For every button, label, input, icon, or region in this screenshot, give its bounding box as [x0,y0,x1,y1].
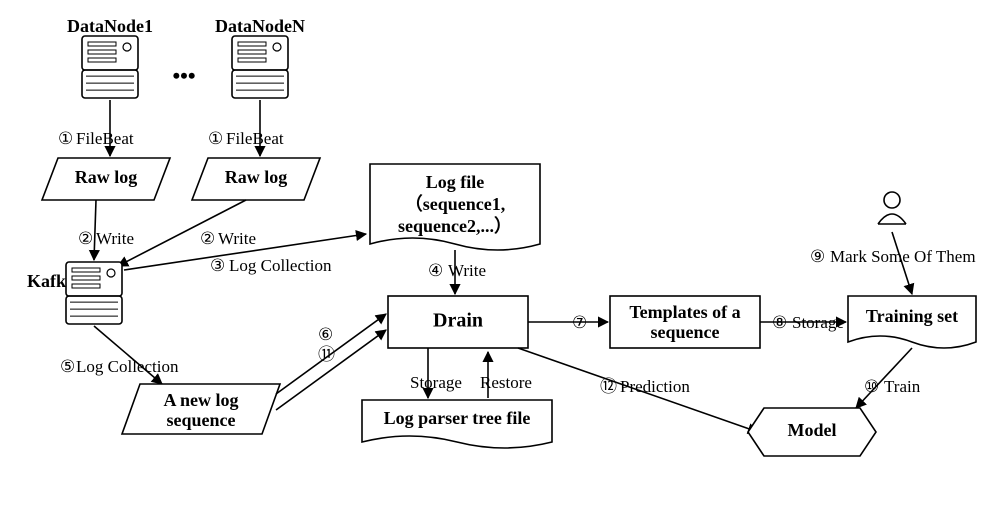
svg-text:Storage: Storage [792,313,844,332]
svg-text:Prediction: Prediction [620,377,690,396]
ellipsis: ••• [172,63,195,88]
server-icon-1 [82,36,138,98]
svg-text:Train: Train [884,377,921,396]
svg-text:⑩: ⑩ [864,377,879,396]
svg-text:FileBeat: FileBeat [226,129,284,148]
svg-text:②: ② [78,229,93,248]
svg-text:Log file: Log file [426,172,485,192]
svg-text:Storage: Storage [410,373,462,392]
step-9: ⑨ Mark Some Of Them [810,247,976,266]
kafka-server-icon [66,262,122,324]
svg-text:sequence2,...）: sequence2,...） [398,216,512,236]
svg-text:①: ① [208,129,223,148]
datanode1-title: DataNode1 [67,16,153,36]
svg-text:Log Collection: Log Collection [76,357,179,376]
step-12: ⑫Prediction [600,377,690,396]
svg-text:⑤: ⑤ [60,357,75,376]
svg-text:sequence: sequence [167,410,236,430]
svg-text:①: ① [58,129,73,148]
svg-text:③: ③ [210,256,225,275]
svg-text:⑨: ⑨ [810,247,825,266]
step-11: ⑪ [318,345,335,364]
server-icon-n [232,36,288,98]
step-6: ⑥ [318,325,333,344]
svg-text:FileBeat: FileBeat [76,129,134,148]
step-4: ④ Write [428,261,486,280]
step-8: ⑧ Storage [772,313,844,332]
step-7: ⑦ [572,313,587,332]
step-2b: ②Write [200,229,256,248]
step-1a: ①FileBeat [58,129,134,148]
svg-text:⑧: ⑧ [772,313,787,332]
svg-text:Raw log: Raw log [75,167,138,187]
svg-text:Log parser tree file: Log parser tree file [384,408,531,428]
svg-text:sequence: sequence [651,322,720,342]
step-1b: ①FileBeat [208,129,284,148]
svg-text:Log Collection: Log Collection [229,256,332,275]
svg-text:Drain: Drain [433,310,483,332]
svg-text:Raw log: Raw log [225,167,288,187]
svg-text:Write: Write [448,261,486,280]
step-5: ⑤Log Collection [60,357,179,376]
svg-text:Write: Write [218,229,256,248]
svg-text:⑫: ⑫ [600,377,617,396]
svg-text:（sequence1,: （sequence1, [405,194,506,214]
svg-text:⑥: ⑥ [318,325,333,344]
svg-text:②: ② [200,229,215,248]
svg-text:⑪: ⑪ [318,345,335,364]
svg-text:④: ④ [428,261,443,280]
step-2a: ②Write [78,229,134,248]
svg-text:Mark Some Of Them: Mark Some Of Them [830,247,976,266]
svg-text:⑦: ⑦ [572,313,587,332]
svg-text:A new log: A new log [163,390,238,410]
svg-text:Write: Write [96,229,134,248]
svg-text:Model: Model [788,420,837,440]
step-3: ③Log Collection [210,256,332,275]
step-10: ⑩ Train [864,377,921,396]
datanodeN-title: DataNodeN [215,16,305,36]
svg-text:Templates of a: Templates of a [629,302,740,322]
svg-text:Training set: Training set [866,306,958,326]
user-icon [878,192,906,224]
svg-text:Restore: Restore [480,373,532,392]
